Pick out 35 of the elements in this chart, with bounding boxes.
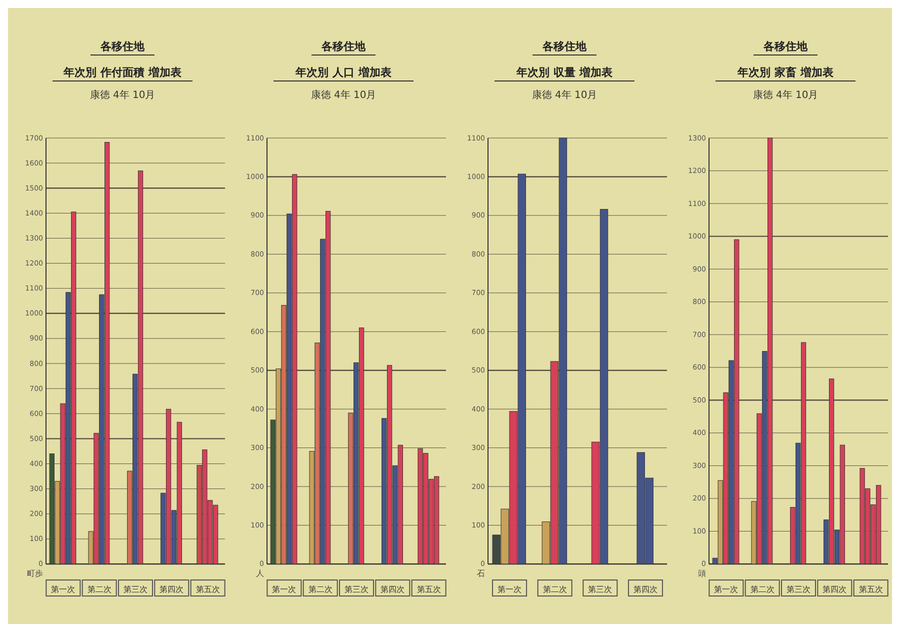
x-tick-label: 第四次: [160, 585, 184, 594]
y-axis-title: 石: [477, 569, 485, 578]
x-tick-label: 第一次: [272, 585, 296, 594]
chart-title: 各移住地: [762, 40, 808, 53]
x-tick-label: 第四次: [380, 585, 405, 594]
x-tick-label: 第五次: [416, 585, 441, 594]
chart-title: 各移住地: [542, 40, 588, 53]
x-tick-label: 第五次: [196, 585, 220, 594]
x-tick-label: 第三次: [344, 585, 368, 594]
chart-title: 各移住地: [100, 40, 146, 53]
chart-subtitle: 年次別 人口 増加表: [294, 66, 392, 79]
chart-subtitle: 年次別 収量 増加表: [516, 66, 614, 79]
text: 康徳 4年 10月: [532, 89, 598, 101]
x-tick-label: 第二次: [308, 585, 332, 594]
x-tick-label: 第二次: [542, 585, 567, 594]
y-axis-title: 町歩: [27, 569, 43, 578]
x-tick-label: 第四次: [822, 585, 847, 594]
chart-title: 各移住地: [320, 40, 366, 53]
x-tick-label: 第二次: [87, 585, 112, 594]
text: 康徳 4年 10月: [752, 89, 818, 101]
text: 康徳 4年 10月: [310, 89, 376, 101]
chart-subtitle: 年次別 作付面積 増加表: [62, 66, 182, 79]
x-tick-label: 第三次: [786, 585, 810, 594]
x-tick-label: 第一次: [498, 585, 522, 594]
x-tick-label: 第三次: [124, 585, 148, 594]
x-tick-label: 第三次: [588, 585, 612, 594]
text: 康徳 4年 10月: [90, 89, 156, 101]
chart-subtitle: 年次別 家畜 増加表: [736, 66, 834, 79]
x-tick-label: 第二次: [750, 585, 774, 594]
y-axis-title: 人: [256, 569, 264, 578]
x-tick-label: 第四次: [633, 585, 658, 594]
x-tick-label: 第五次: [858, 585, 883, 594]
x-tick-label: 第一次: [714, 585, 738, 594]
x-tick-label: 第一次: [51, 585, 76, 594]
y-axis-title: 頭: [698, 569, 706, 578]
